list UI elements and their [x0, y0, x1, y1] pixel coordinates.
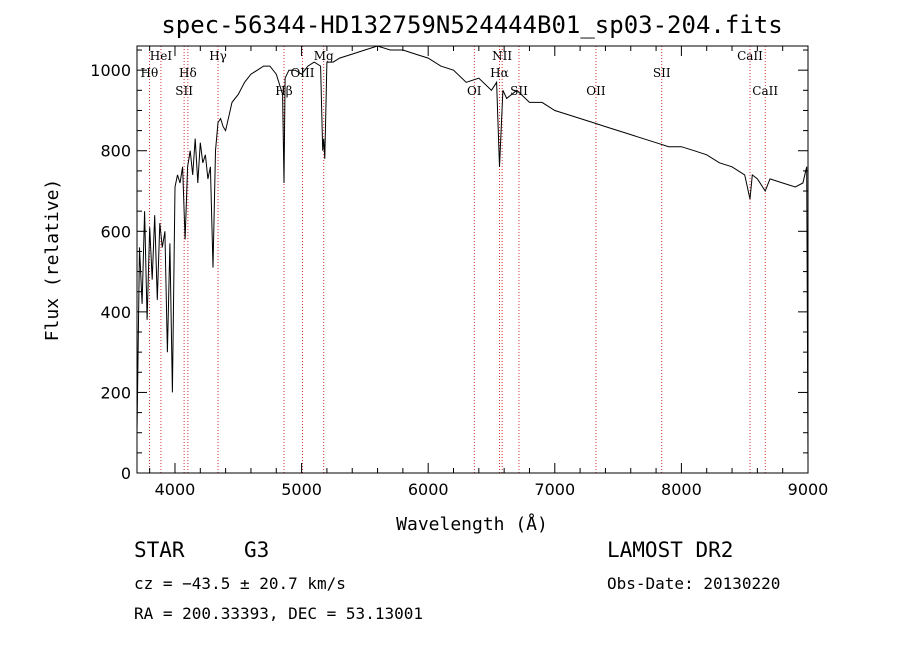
- x-axis-label: Wavelength (Å): [396, 513, 548, 535]
- marker-label-0: Hθ: [141, 66, 159, 80]
- marker-label-8: OI: [467, 84, 482, 98]
- object-subclass: G3: [244, 538, 269, 562]
- y-tick-label: 0: [121, 464, 131, 483]
- spectrum-series-line: [137, 46, 808, 465]
- x-tick-label: 5000: [281, 480, 322, 499]
- marker-label-1: HeI: [150, 49, 173, 63]
- plot-frame: [137, 46, 808, 473]
- marker-label-12: OII: [586, 84, 606, 98]
- y-tick-label: 600: [100, 222, 131, 241]
- ra-dec: RA = 200.33393, DEC = 53.13001: [134, 604, 423, 623]
- marker-label-14: CaII: [737, 49, 763, 63]
- marker-label-13: SII: [653, 66, 671, 80]
- axis-ticks: 4000 5000 6000 7000 8000 9000 0 200 400 600 800 100…: [90, 46, 828, 499]
- y-tick-label: 400: [100, 303, 131, 322]
- y-tick-label: 200: [100, 383, 131, 402]
- marker-label-5: Hβ: [275, 84, 292, 98]
- marker-label-11: SII: [510, 84, 528, 98]
- chart-title: spec-56344-HD132759N524444B01_sp03-204.f…: [161, 11, 782, 39]
- x-tick-label: 8000: [661, 480, 702, 499]
- y-tick-label: 800: [100, 142, 131, 161]
- marker-label-9: NII: [492, 49, 512, 63]
- x-tick-label: 6000: [408, 480, 449, 499]
- y-tick-label: 1000: [90, 61, 131, 80]
- marker-label-15: CaII: [752, 84, 778, 98]
- object-type: STAR: [134, 538, 185, 562]
- marker-label-2: Hδ: [179, 66, 197, 80]
- marker-label-7: Mg: [314, 49, 334, 63]
- marker-label-3: SII: [175, 84, 193, 98]
- redshift-cz: cz = −43.5 ± 20.7 km/s: [134, 574, 346, 593]
- x-tick-label: 7000: [534, 480, 575, 499]
- x-tick-label: 4000: [155, 480, 196, 499]
- x-tick-label: 9000: [788, 480, 829, 499]
- marker-label-4: Hγ: [209, 49, 227, 63]
- survey-name: LAMOST DR2: [607, 538, 733, 562]
- marker-label-10: Hα: [490, 66, 509, 80]
- obs-date: Obs-Date: 20130220: [607, 574, 780, 593]
- y-axis-label: Flux (relative): [42, 179, 63, 342]
